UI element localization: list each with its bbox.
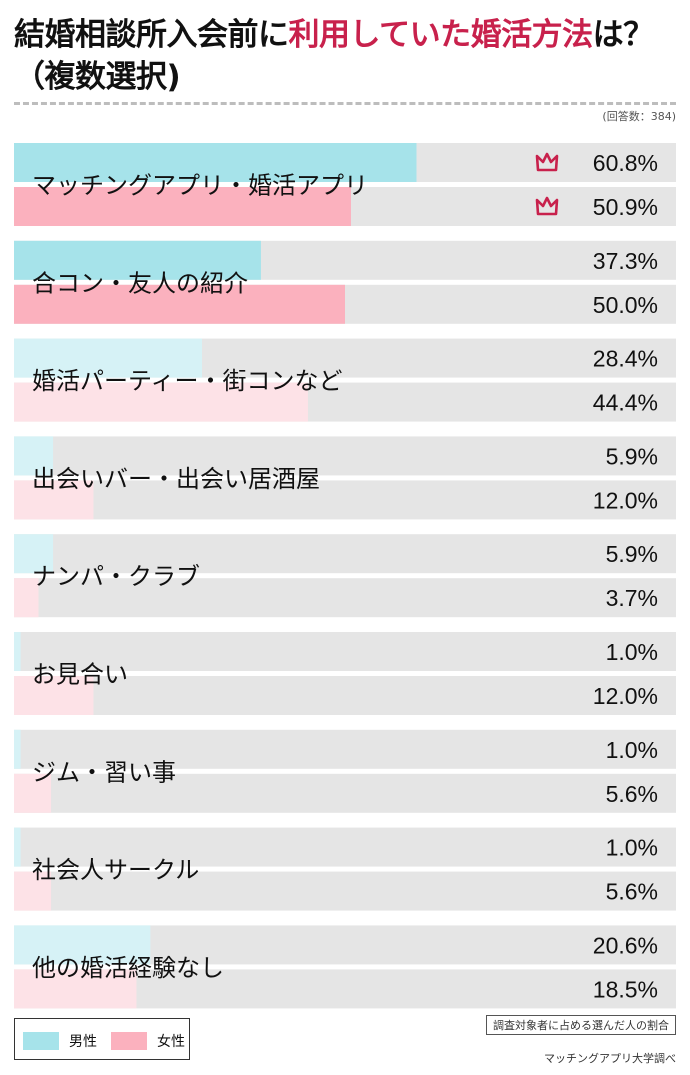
category-label: お見合い <box>32 661 128 689</box>
bar-male <box>14 827 21 867</box>
bar-male <box>14 436 54 476</box>
title-tail: は？ <box>592 17 655 53</box>
legend-label-female: 女性 <box>157 1034 185 1050</box>
chart-title: 結婚相談所入会前に利用していた婚活方法は？ （複数選択) <box>14 14 674 98</box>
footnote: 調査対象者に占める選んだ人の割合 <box>486 1015 676 1035</box>
bar-male <box>14 240 261 280</box>
bar-track <box>14 578 676 618</box>
legend-item-female: 女性 <box>111 1031 185 1051</box>
bar-track <box>14 676 676 715</box>
legend-swatch-female <box>111 1032 147 1050</box>
value-label-male: 5.9% <box>606 541 658 567</box>
category-label: 合コン・友人の紹介 <box>32 269 248 297</box>
category-label: 出会いバー・出会い居酒屋 <box>32 465 320 493</box>
bar-track <box>14 632 676 671</box>
value-label-female: 5.6% <box>606 879 658 905</box>
bar-male <box>14 143 417 182</box>
value-label-male: 20.6% <box>593 932 658 958</box>
bar-male <box>14 729 21 769</box>
value-label-male: 1.0% <box>606 737 658 763</box>
bar-track <box>14 871 676 911</box>
legend: 男性 女性 <box>14 1018 190 1060</box>
value-label-female: 18.5% <box>593 976 658 1002</box>
bar-track <box>14 534 676 574</box>
title-accent: 利用していた婚活方法 <box>288 17 594 53</box>
category-label: 社会人サークル <box>32 856 199 884</box>
value-label-female: 50.0% <box>593 292 658 318</box>
legend-label-male: 男性 <box>69 1034 97 1050</box>
category-label: 婚活パーティー・街コンなど <box>32 367 343 395</box>
crown-icon <box>535 152 559 172</box>
bar-female <box>14 187 351 226</box>
bar-track <box>14 773 676 813</box>
bar-track <box>14 729 676 769</box>
legend-swatch-male <box>23 1032 59 1050</box>
value-label-male: 1.0% <box>606 639 658 665</box>
category-label: マッチングアプリ・婚活アプリ <box>32 172 368 200</box>
value-label-female: 50.9% <box>593 194 658 220</box>
dashed-divider <box>14 102 676 105</box>
value-label-female: 3.7% <box>606 585 658 611</box>
bar-female <box>14 578 39 618</box>
value-label-male: 37.3% <box>593 248 658 274</box>
bar-male <box>14 632 21 671</box>
title-line2: （複数選択) <box>14 59 181 95</box>
bar-female <box>14 676 94 715</box>
title-lead: 結婚相談所入会前に <box>14 17 289 53</box>
value-label-female: 5.6% <box>606 781 658 807</box>
credit: マッチングアプリ大学調べ <box>544 1052 676 1065</box>
value-label-female: 12.0% <box>593 683 658 709</box>
bar-female <box>14 773 52 813</box>
respondent-count: (回答数：384) <box>602 110 676 123</box>
bar-female <box>14 480 94 520</box>
value-label-female: 44.4% <box>593 390 658 416</box>
bar-female <box>14 969 137 1009</box>
bar-male <box>14 534 54 574</box>
bar-male <box>14 338 203 378</box>
bar-track <box>14 827 676 867</box>
bar-track <box>14 436 676 476</box>
value-label-male: 1.0% <box>606 835 658 861</box>
value-label-male: 28.4% <box>593 346 658 372</box>
value-label-female: 12.0% <box>593 487 658 513</box>
value-label-male: 60.8% <box>593 150 658 176</box>
category-label: ジム・習い事 <box>32 758 176 786</box>
crown-icon <box>535 196 559 216</box>
bar-female <box>14 382 308 422</box>
bar-female <box>14 284 345 324</box>
value-label-male: 5.9% <box>606 443 658 469</box>
bar-male <box>14 925 151 965</box>
category-label: ナンパ・クラブ <box>32 563 200 591</box>
bar-female <box>14 871 52 911</box>
legend-item-male: 男性 <box>23 1031 97 1051</box>
category-label: 他の婚活経験なし <box>32 954 224 982</box>
bar-track <box>14 480 676 520</box>
